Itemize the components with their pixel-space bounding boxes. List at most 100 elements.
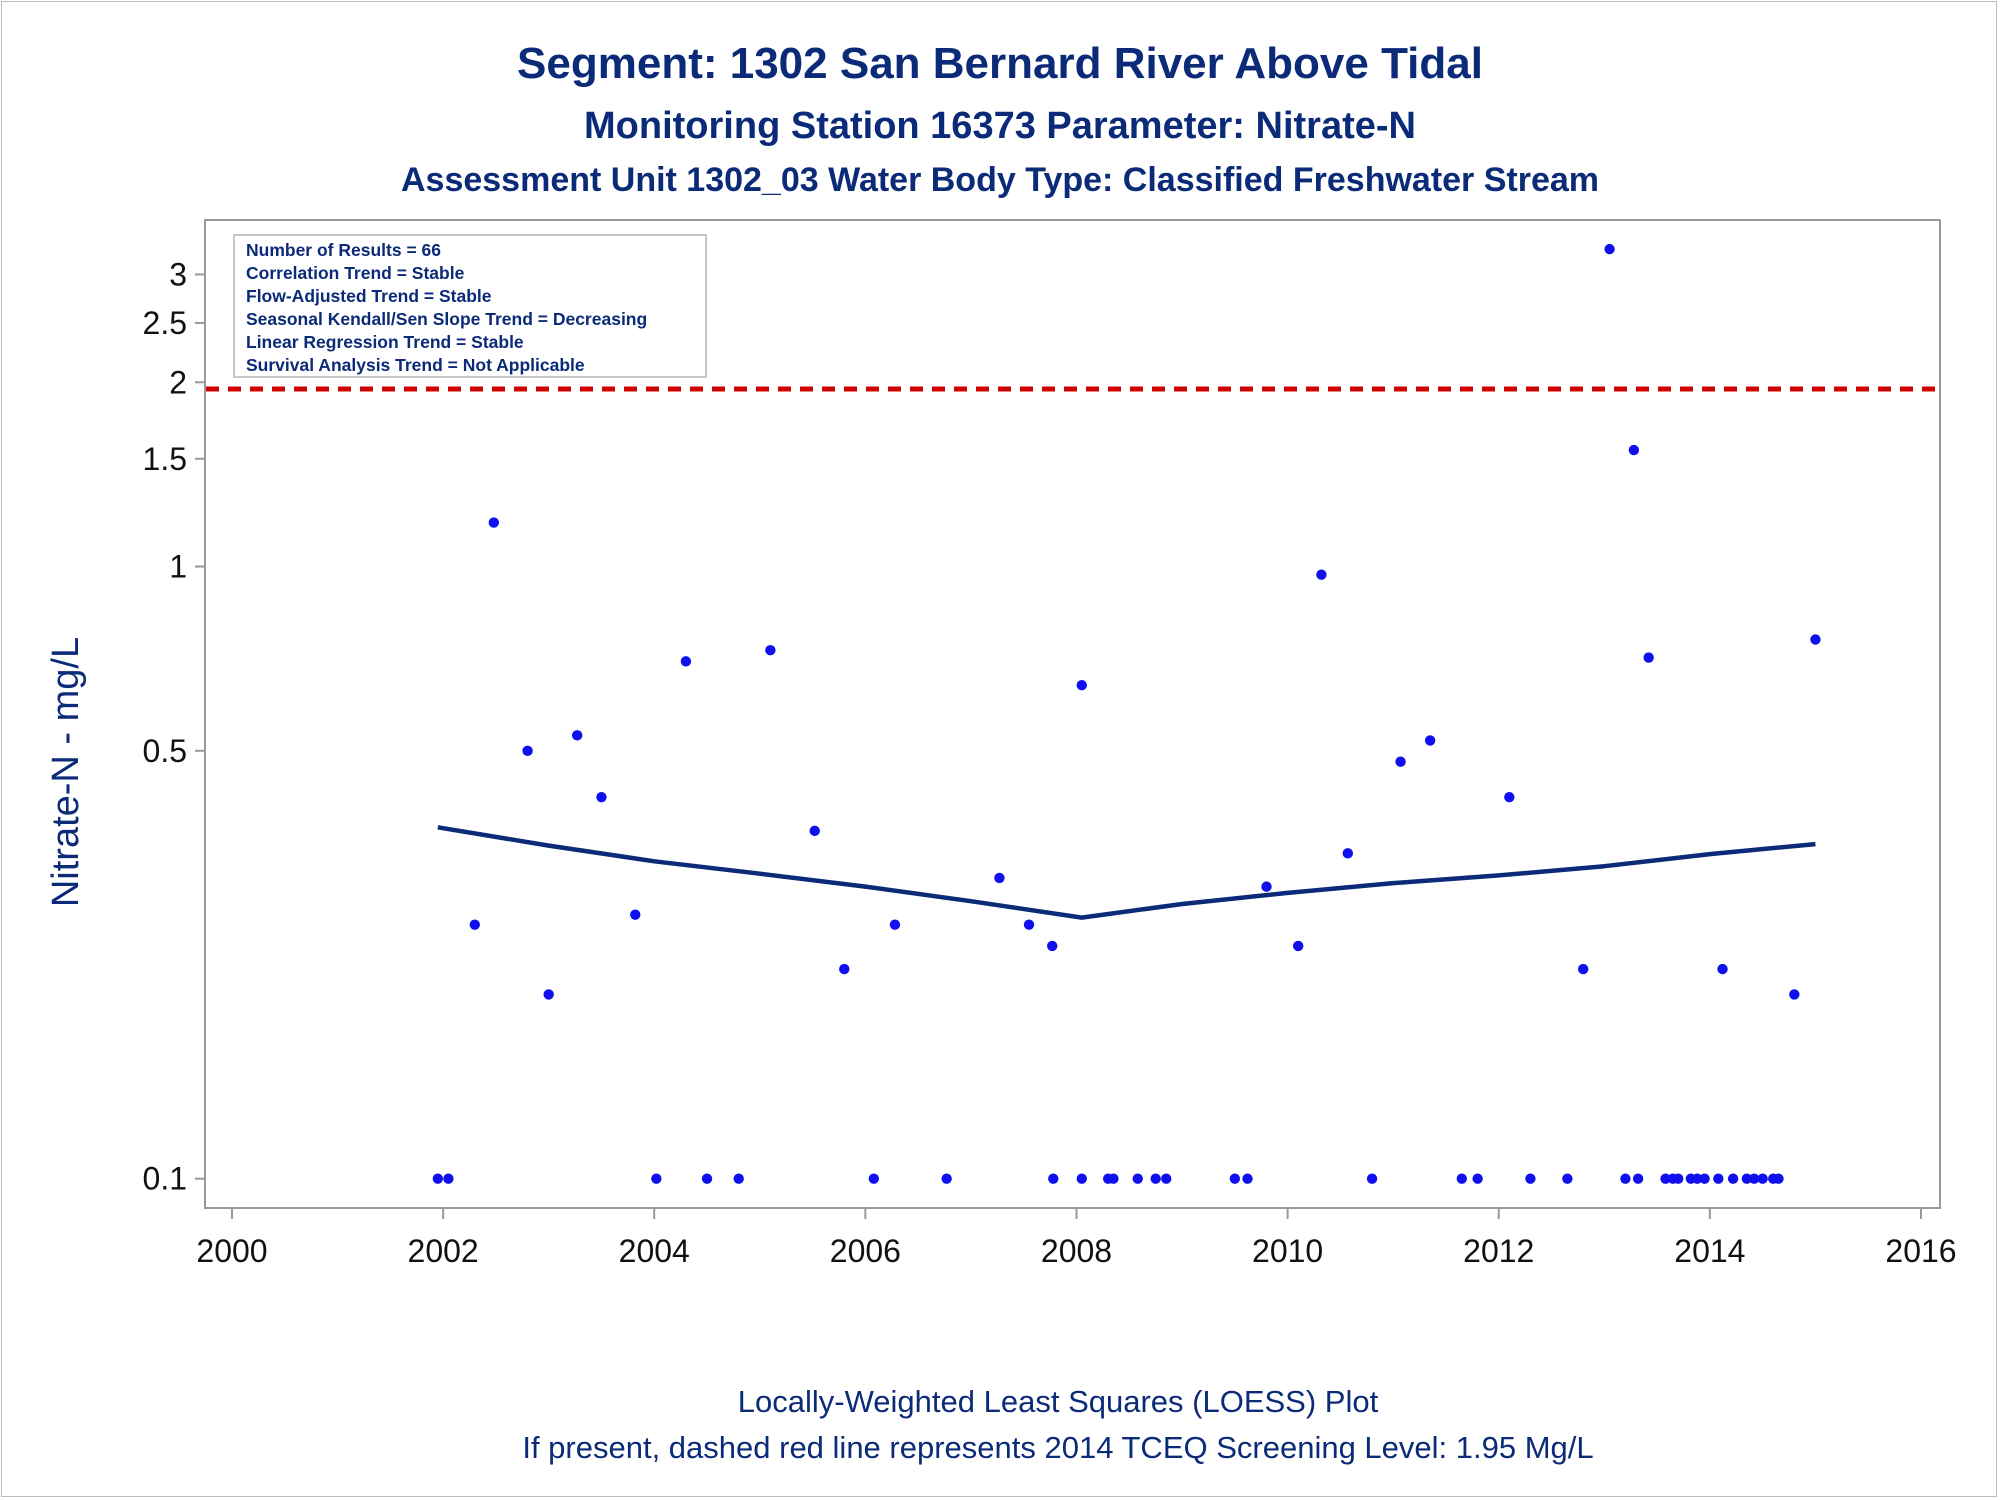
- data-point: [1620, 1173, 1631, 1184]
- data-point: [839, 963, 850, 975]
- stats-line-correlation: Correlation Trend = Stable: [246, 263, 465, 283]
- y-axis: 0.1 0.5 1 1.5 2 2.5 3: [143, 256, 205, 1197]
- data-point: [1047, 940, 1058, 952]
- data-point: [1161, 1173, 1172, 1184]
- data-point: [1292, 940, 1304, 952]
- data-point: [1366, 1173, 1378, 1184]
- data-point: [1713, 1173, 1724, 1184]
- data-point: [809, 825, 820, 837]
- data-point: [630, 909, 641, 920]
- data-point: [701, 1173, 713, 1184]
- data-point: [1660, 1173, 1671, 1184]
- data-point: [651, 1173, 662, 1184]
- stats-box-border: [233, 234, 707, 378]
- y-tick-label: 3: [169, 256, 187, 292]
- data-point: [994, 872, 1005, 884]
- data-point: [1150, 1173, 1161, 1184]
- data-point: [1023, 919, 1035, 930]
- data-point: [1632, 1173, 1644, 1184]
- x-tick-label: 2006: [830, 1233, 901, 1269]
- data-point: [443, 1173, 454, 1184]
- loess-curve: [437, 825, 1816, 920]
- x-tick-label: 2014: [1674, 1233, 1745, 1269]
- data-point: [1628, 444, 1640, 456]
- data-point: [1076, 1173, 1087, 1184]
- x-tick-label: 2000: [196, 1233, 267, 1269]
- stats-box: Number of Results = 66 Correlation Trend…: [233, 234, 707, 378]
- data-point: [941, 1173, 952, 1184]
- data-point: [680, 656, 692, 667]
- stats-line-flow-adjusted: Flow-Adjusted Trend = Stable: [246, 286, 492, 306]
- y-tick-label: 0.1: [143, 1161, 187, 1197]
- data-point: [1699, 1173, 1710, 1184]
- data-point: [1692, 1173, 1703, 1184]
- data-point: [1261, 881, 1272, 892]
- stats-line-linear-regression: Linear Regression Trend = Stable: [246, 332, 524, 352]
- data-point: [1229, 1173, 1241, 1184]
- data-point: [1472, 1173, 1483, 1184]
- data-point: [1242, 1173, 1253, 1184]
- data-point: [1342, 848, 1353, 859]
- data-point: [1504, 791, 1515, 803]
- data-point: [1757, 1173, 1768, 1184]
- y-tick-label: 2: [169, 364, 187, 400]
- data-point: [1604, 243, 1615, 255]
- data-point: [488, 517, 499, 528]
- data-point: [1562, 1173, 1573, 1184]
- data-point: [1048, 1173, 1059, 1184]
- chart-subtitle-2: Assessment Unit 1302_03 Water Body Type:…: [401, 161, 1599, 199]
- data-point: [1132, 1173, 1143, 1184]
- y-tick-label: 2.5: [143, 305, 187, 341]
- plot-area: [204, 219, 1941, 1209]
- data-point: [571, 730, 583, 741]
- x-tick-label: 2002: [408, 1233, 479, 1269]
- data-point: [765, 645, 776, 656]
- data-point: [596, 791, 607, 803]
- data-point: [1773, 1173, 1784, 1184]
- data-points: [432, 243, 1821, 1184]
- chart-subtitle: Monitoring Station 16373 Parameter: Nitr…: [584, 105, 1416, 147]
- x-tick-label: 2012: [1463, 1233, 1534, 1269]
- data-point: [1727, 1173, 1739, 1184]
- data-point: [1643, 652, 1654, 663]
- stats-line-results: Number of Results = 66: [246, 240, 441, 260]
- data-point: [1456, 1173, 1468, 1184]
- data-point: [1395, 756, 1406, 767]
- data-point: [1741, 1173, 1753, 1184]
- y-axis-label: Nitrate-N - mg/L: [45, 637, 87, 907]
- data-point: [1525, 1173, 1536, 1184]
- data-point: [733, 1173, 744, 1184]
- data-point: [1108, 1173, 1119, 1184]
- x-tick-label: 2004: [619, 1233, 690, 1269]
- data-point: [1076, 679, 1087, 691]
- data-point: [543, 989, 554, 1000]
- data-point: [1717, 963, 1728, 975]
- data-point: [1789, 989, 1800, 1000]
- data-point: [1810, 634, 1821, 645]
- data-point: [1316, 569, 1327, 580]
- data-point: [889, 919, 901, 930]
- x-tick-label: 2008: [1041, 1233, 1112, 1269]
- data-point: [1749, 1173, 1760, 1184]
- data-point: [868, 1173, 880, 1184]
- data-point: [1578, 963, 1589, 975]
- data-point: [1673, 1173, 1684, 1184]
- data-point: [1424, 735, 1436, 746]
- y-tick-label: 0.5: [143, 733, 187, 769]
- x-axis: 2000 2002 2004 2006 2008 2010 2012 2014 2016: [196, 1208, 1957, 1269]
- chart-title: Segment: 1302 San Bernard River Above Ti…: [517, 39, 1483, 88]
- data-point: [522, 745, 533, 757]
- x-tick-label: 2016: [1885, 1233, 1956, 1269]
- y-tick-label: 1.5: [143, 441, 187, 477]
- stats-line-seasonal-kendall: Seasonal Kendall/Sen Slope Trend = Decre…: [246, 309, 647, 329]
- loess-curve-group: [437, 825, 1816, 920]
- footnote-loess: Locally-Weighted Least Squares (LOESS) P…: [738, 1384, 1379, 1419]
- x-tick-label: 2010: [1252, 1233, 1323, 1269]
- stats-line-survival-analysis: Survival Analysis Trend = Not Applicable: [246, 355, 585, 375]
- data-point: [432, 1173, 444, 1184]
- footnote-screening-level: If present, dashed red line represents 2…: [522, 1430, 1593, 1465]
- data-point: [469, 919, 480, 930]
- y-tick-label: 1: [169, 549, 187, 585]
